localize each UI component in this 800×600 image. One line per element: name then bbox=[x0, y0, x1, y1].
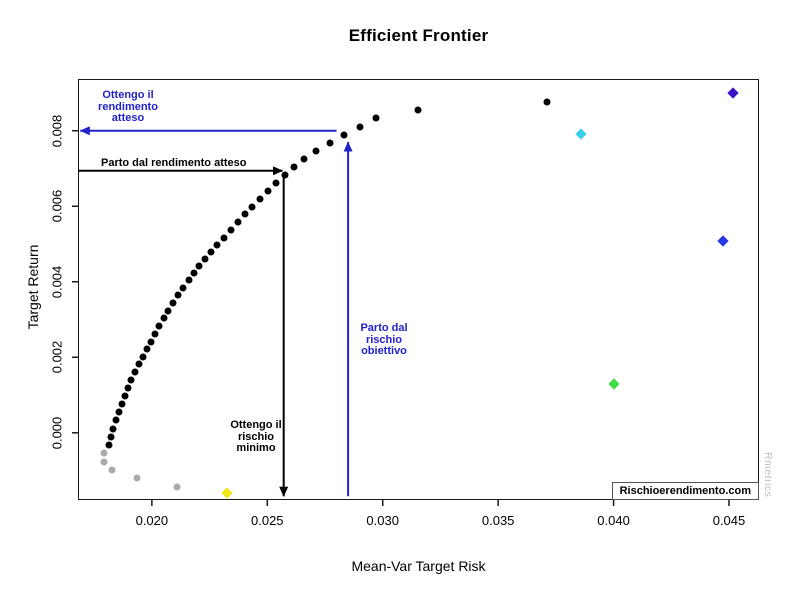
plot-area bbox=[78, 79, 759, 500]
efficient-frontier-point bbox=[143, 345, 151, 353]
efficient-frontier-point bbox=[107, 433, 115, 441]
efficient-frontier-point bbox=[118, 400, 126, 408]
efficient-frontier-point bbox=[326, 139, 334, 147]
annotation-get-min-risk: Ottengo il rischio minimo bbox=[230, 419, 282, 454]
rmetrics-watermark: Rmetrics bbox=[762, 452, 774, 498]
efficient-frontier-point bbox=[179, 284, 187, 292]
efficient-frontier-point bbox=[372, 114, 380, 122]
x-tick-label: 0.045 bbox=[712, 513, 746, 528]
efficient-frontier-point bbox=[185, 276, 193, 284]
chart-title: Efficient Frontier bbox=[348, 26, 489, 45]
inefficient-branch-point bbox=[173, 483, 181, 491]
efficient-frontier-point bbox=[300, 155, 308, 163]
efficient-frontier-point bbox=[248, 203, 256, 211]
efficient-frontier-point bbox=[131, 368, 139, 376]
efficient-frontier-point bbox=[127, 376, 135, 384]
efficient-frontier-point bbox=[174, 291, 182, 299]
x-tick-label: 0.020 bbox=[135, 513, 169, 528]
efficient-frontier-point bbox=[155, 322, 163, 330]
efficient-frontier-point bbox=[256, 195, 264, 203]
annotation-start-expected-return: Parto dal rendimento atteso bbox=[101, 157, 247, 169]
efficient-frontier-point bbox=[121, 392, 129, 400]
y-tick-label: 0.004 bbox=[49, 265, 65, 299]
efficient-frontier-point bbox=[272, 179, 280, 187]
y-tick-label: 0.006 bbox=[49, 189, 65, 223]
efficient-frontier-point bbox=[160, 314, 168, 322]
inefficient-branch-point bbox=[108, 466, 116, 474]
efficient-frontier-point bbox=[281, 171, 289, 179]
x-tick-label: 0.040 bbox=[597, 513, 630, 528]
x-tick-label: 0.025 bbox=[251, 513, 284, 528]
efficient-frontier-point bbox=[201, 255, 209, 263]
annotation-start-target-risk: Parto dal rischio obiettivo bbox=[360, 322, 408, 357]
efficient-frontier-point bbox=[312, 147, 320, 155]
efficient-frontier-point bbox=[195, 262, 203, 270]
efficient-frontier-point bbox=[109, 425, 117, 433]
efficient-frontier-point bbox=[356, 123, 364, 131]
x-tick-label: 0.035 bbox=[481, 513, 515, 528]
annotation-get-expected-return: Ottengo il rendimento atteso bbox=[98, 89, 158, 124]
efficient-frontier-point bbox=[241, 210, 249, 218]
single-assets-point bbox=[608, 378, 620, 390]
efficient-frontier-point bbox=[115, 408, 123, 416]
efficient-frontier-point bbox=[169, 299, 177, 307]
efficient-frontier-point bbox=[220, 234, 228, 242]
efficient-frontier-point bbox=[543, 98, 551, 106]
efficient-frontier-point bbox=[227, 226, 235, 234]
y-tick-label: 0.002 bbox=[49, 340, 65, 374]
efficient-frontier-point bbox=[234, 218, 242, 226]
efficient-frontier-point bbox=[139, 353, 147, 361]
inefficient-branch-point bbox=[133, 474, 141, 482]
inefficient-branch-point bbox=[100, 458, 108, 466]
y-tick-label: 0.008 bbox=[49, 114, 65, 147]
inefficient-branch-point bbox=[100, 449, 108, 457]
efficient-frontier-point bbox=[124, 384, 132, 392]
single-assets-point bbox=[727, 87, 739, 100]
efficient-frontier-point bbox=[164, 307, 172, 315]
efficient-frontier-point bbox=[105, 441, 113, 449]
x-tick-label: 0.030 bbox=[366, 513, 399, 528]
y-axis-label: Target Return bbox=[25, 244, 41, 330]
efficient-frontier-point bbox=[264, 187, 272, 195]
efficient-frontier-point bbox=[414, 106, 422, 114]
efficient-frontier-point bbox=[190, 269, 198, 277]
efficient-frontier-point bbox=[213, 241, 221, 249]
y-tick-label: 0.000 bbox=[49, 416, 65, 450]
efficient-frontier-point bbox=[340, 131, 348, 139]
efficient-frontier-point bbox=[207, 248, 215, 256]
site-watermark: Rischioerendimento.com bbox=[611, 482, 759, 500]
single-assets-point bbox=[575, 128, 587, 140]
efficient-frontier-point bbox=[135, 360, 143, 368]
efficient-frontier-point bbox=[147, 338, 155, 346]
single-assets-point bbox=[717, 234, 729, 247]
efficient-frontier-point bbox=[290, 163, 298, 171]
single-assets-point bbox=[220, 487, 233, 499]
x-axis-label: Mean-Var Target Risk bbox=[351, 558, 486, 574]
efficient-frontier-point bbox=[151, 330, 159, 338]
efficient-frontier-point bbox=[112, 416, 120, 424]
